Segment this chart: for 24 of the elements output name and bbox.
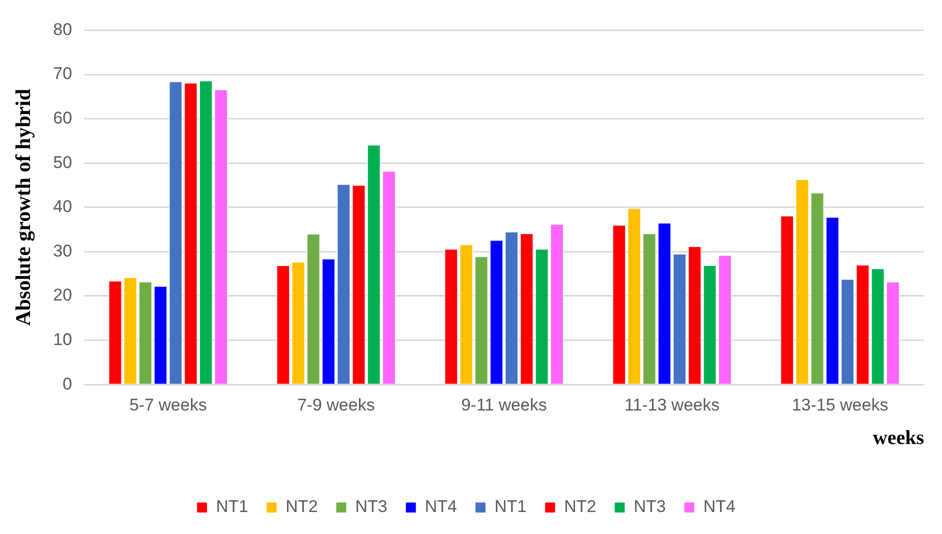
x-tick-label: 13-15 weeks — [792, 395, 888, 414]
legend-label: NT3 — [355, 497, 388, 516]
legend-label: NT4 — [424, 497, 458, 516]
y-tick-label: 70 — [53, 64, 72, 84]
x-tick-label: 5-7 weeks — [129, 395, 207, 414]
y-axis-title: Absolute growth of hybrid — [11, 88, 36, 326]
legend-label: NT1 — [216, 497, 248, 516]
y-tick-label: 10 — [53, 330, 72, 349]
legend-label: NT4 — [703, 497, 736, 516]
x-tick-label: 7-9 weeks — [297, 395, 375, 414]
y-tick-label: 60 — [53, 108, 72, 128]
x-axis-title: weeks — [872, 427, 924, 450]
x-tick-label: 9-11 weeks — [461, 395, 547, 414]
legend-label: NT1 — [494, 497, 527, 516]
y-tick-label: 40 — [53, 197, 72, 216]
y-tick-label: 30 — [53, 241, 72, 260]
y-tick-label: 20 — [53, 286, 72, 305]
legend-label: NT2 — [286, 497, 318, 516]
y-tick-label: 50 — [53, 152, 72, 172]
legend-label: NT2 — [564, 497, 596, 516]
x-tick-label: 11-13 weeks — [624, 395, 720, 414]
y-tick-label: 0 — [62, 374, 72, 394]
legend-label: NT3 — [634, 497, 666, 516]
y-tick-label: 80 — [53, 20, 72, 39]
